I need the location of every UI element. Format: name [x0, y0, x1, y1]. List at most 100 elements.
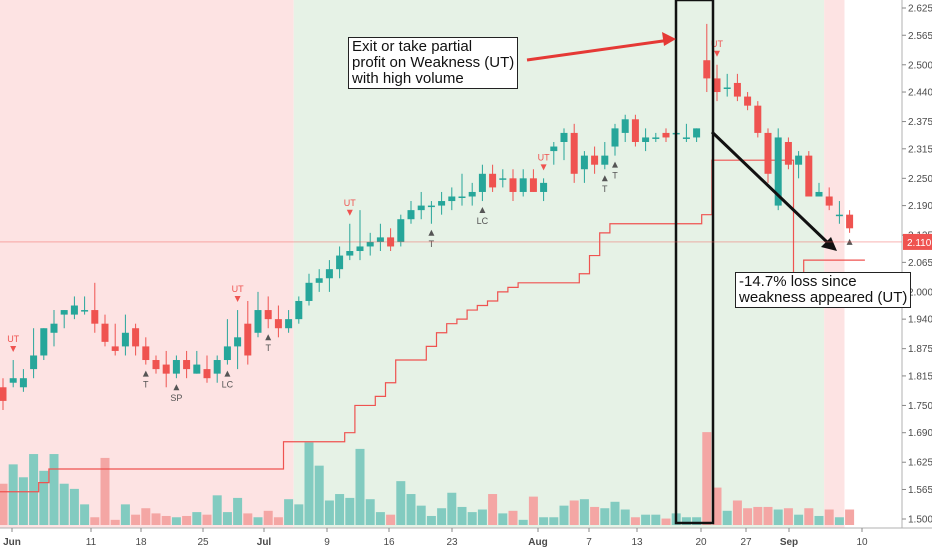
- candle: [132, 323, 140, 356]
- volume-bar: [314, 465, 324, 525]
- volume-bar: [804, 508, 814, 525]
- candle-body: [30, 355, 38, 370]
- candle: [40, 328, 48, 361]
- candle: [274, 305, 282, 338]
- volume-bar: [161, 515, 171, 525]
- time-tick-label: 9: [324, 537, 330, 548]
- candle-body: [376, 237, 384, 242]
- volume-bar: [467, 512, 477, 525]
- volume-bar: [263, 510, 273, 525]
- highlight-box: [674, 0, 715, 525]
- candle: [601, 141, 609, 170]
- volume-bar: [661, 518, 671, 525]
- volume-bar: [69, 488, 79, 525]
- candle: [0, 378, 7, 410]
- candle-body: [723, 87, 731, 89]
- candle-body: [601, 155, 609, 165]
- candle: [591, 146, 599, 174]
- candle-body: [784, 141, 792, 165]
- volume-bar: [794, 514, 804, 525]
- candle: [448, 187, 456, 211]
- signal-label: SP: [170, 393, 182, 403]
- candle: [764, 128, 772, 183]
- candle: [142, 337, 150, 365]
- candle: [499, 169, 507, 188]
- candle-body: [570, 132, 578, 174]
- volume-bar: [814, 515, 824, 525]
- volume-bar: [783, 508, 793, 525]
- time-tick-label: 27: [740, 537, 752, 548]
- volume-bar: [18, 477, 28, 525]
- annotation-exit-line-1: Exit or take partial: [352, 38, 473, 55]
- volume-bar: [304, 442, 314, 525]
- candle-body: [662, 132, 670, 138]
- candle: [111, 323, 119, 356]
- time-tick-label: 7: [586, 537, 592, 548]
- candle: [213, 355, 221, 383]
- time-tick-label: 16: [383, 537, 395, 548]
- last-price-tag: [903, 233, 932, 250]
- price-tick-label: 2.625: [908, 4, 932, 15]
- candle-body: [621, 119, 629, 133]
- candle-body: [611, 128, 619, 147]
- candle: [468, 182, 476, 206]
- candle-body: [9, 378, 17, 383]
- ut-marker: [714, 50, 720, 57]
- candle-body: [91, 310, 99, 324]
- volume-bar: [131, 514, 141, 525]
- candle-body: [244, 323, 252, 356]
- candle-body: [427, 205, 435, 208]
- candle: [682, 123, 690, 142]
- candle-body: [162, 364, 170, 374]
- candle-body: [295, 300, 303, 320]
- price-tick-label: 2.000: [908, 287, 932, 298]
- volume-bar: [539, 517, 549, 525]
- price-tick-label: 2.190: [908, 201, 932, 212]
- candle: [519, 169, 527, 197]
- ut-label: UT: [232, 284, 244, 294]
- candle-body: [50, 323, 58, 333]
- candle: [9, 360, 17, 388]
- ut-marker: [540, 164, 547, 171]
- price-tick-label: 2.565: [908, 31, 932, 42]
- candle-body: [203, 369, 211, 379]
- candle-body: [489, 173, 497, 188]
- price-tick-label: 2.440: [908, 88, 932, 99]
- candle-body: [172, 360, 180, 374]
- candle-body: [550, 146, 558, 152]
- candle: [835, 201, 843, 224]
- volume-bar: [590, 506, 600, 525]
- price-tick-label: 1.815: [908, 371, 932, 382]
- volume-bar: [416, 505, 426, 525]
- zone-red-0: [0, 0, 294, 528]
- signal-marker: [601, 175, 608, 182]
- candle-body: [774, 137, 782, 206]
- candle: [529, 169, 537, 192]
- candle: [713, 64, 721, 102]
- time-tick-label: 13: [631, 537, 643, 548]
- candle: [407, 201, 415, 224]
- price-tick-label: 1.875: [908, 344, 932, 355]
- volume-bar: [630, 517, 640, 525]
- candle-body: [703, 60, 711, 79]
- stop-line: [0, 159, 865, 493]
- candle: [295, 296, 303, 324]
- exit-arrow: [526, 38, 671, 62]
- candle-body: [213, 360, 221, 374]
- annotation-exit-note: Exit or take partial profit on Weakness …: [348, 37, 519, 89]
- time-tick-label: Jun: [3, 537, 21, 548]
- candle: [631, 114, 639, 147]
- volume-bar: [692, 517, 702, 525]
- candle-body: [152, 360, 160, 370]
- candle-body: [438, 201, 446, 206]
- ut-marker: [234, 296, 241, 303]
- time-tick-label: Aug: [528, 537, 547, 548]
- candle: [81, 296, 89, 315]
- candle-body: [346, 251, 354, 256]
- volume-bar: [141, 508, 151, 525]
- candle-body: [193, 364, 201, 374]
- last-price-label: 2.110: [907, 238, 932, 249]
- candle: [305, 273, 313, 306]
- signal-label: LC: [222, 380, 234, 390]
- candle-body: [795, 155, 803, 165]
